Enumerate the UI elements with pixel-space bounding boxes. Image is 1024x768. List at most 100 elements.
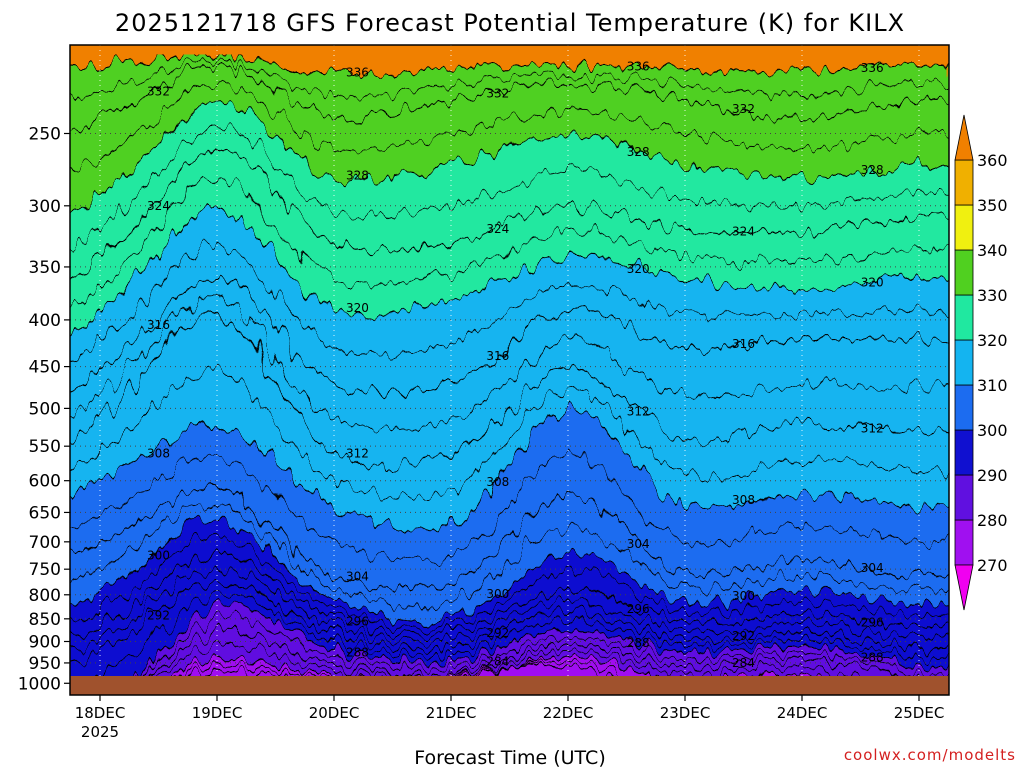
credit-label: coolwx.com/modelts [844,746,1016,764]
contour-label-320: 320 [346,301,369,315]
contour-label-284: 284 [732,656,755,670]
contour-label-336: 336 [627,60,650,74]
isentrope-line-298 [70,535,949,628]
contour-label-284: 284 [486,655,509,669]
contour-label-336: 336 [346,66,369,80]
colorbar-segment-340 [954,204,974,251]
isentrope-line-294 [70,566,949,652]
y-tick-label-1000: 1000 [18,674,61,694]
isentrope-line-334 [70,59,949,100]
isentrope-line-288 [116,602,949,695]
contour-label-332: 332 [147,85,170,99]
contour-label-332: 332 [486,87,509,101]
contour-label-308: 308 [486,475,509,489]
y-tick-label-950: 950 [29,654,61,674]
isentrope-line-300 [70,517,949,622]
colorbar-segment-310 [954,339,974,386]
chart-title: 2025121718 GFS Forecast Potential Temper… [115,9,905,37]
colorbar-segment-280 [954,474,974,521]
contour-label-296: 296 [861,616,884,630]
isentrope-line-292 [70,579,949,664]
colorbar-label-360: 360 [977,151,1008,170]
x-tick-sublabel-18DEC: 2025 [81,723,119,741]
contour-label-312: 312 [861,422,884,436]
isentrope-line-328 [70,99,949,213]
isentrope-line-316 [70,277,949,395]
contour-label-316: 316 [147,318,170,332]
x-tick-label-24DEC: 24DEC [777,704,828,722]
contour-label-328: 328 [627,145,650,159]
isentrope-line-324 [70,148,949,279]
isentrope-line-320 [70,205,949,333]
contour-label-312: 312 [346,446,369,460]
colorbar-label-290: 290 [977,466,1008,485]
x-tick-label-22DEC: 22DEC [543,704,594,722]
contour-label-304: 304 [861,561,884,575]
x-tick-label-23DEC: 23DEC [660,704,711,722]
isentrope-line-296 [70,552,949,640]
plot-area: 284 284 288 288 288 292 292 292 296 296 296 300 300 3… [70,45,949,695]
contour-labels: 284 284 288 288 288 292 292 292 296 296 296 300 300 3… [147,60,884,670]
colorbar-label-320: 320 [977,331,1008,350]
isentrope-line-286 [118,617,949,695]
contour-label-316: 316 [732,337,755,351]
contour-label-328: 328 [346,169,369,183]
contour-label-308: 308 [732,493,755,507]
contour-label-312: 312 [627,405,650,419]
y-tick-label-400: 400 [29,311,61,331]
contour-label-332: 332 [732,102,755,116]
y-axis: 2503003504004505005506006507007508008509… [18,124,70,694]
y-tick-label-350: 350 [29,258,61,278]
isentrope-line-310 [70,370,949,499]
y-tick-label-300: 300 [29,197,61,217]
contour-label-320: 320 [861,276,884,290]
colorbar-segment-320 [954,294,974,341]
colorbar-label-280: 280 [977,511,1008,530]
contour-label-288: 288 [861,651,884,665]
colorbar-bottom-arrow [954,564,974,611]
colorbar-top-arrow [954,114,974,161]
x-tick-label-20DEC: 20DEC [309,704,360,722]
isentrope-line-314 [70,293,949,432]
y-tick-label-650: 650 [29,503,61,523]
x-tick-label-19DEC: 19DEC [192,704,243,722]
x-tick-label-21DEC: 21DEC [426,704,477,722]
contour-label-328: 328 [861,163,884,177]
x-tick-label-18DEC: 18DEC [75,704,126,722]
y-tick-label-900: 900 [29,632,61,652]
isentrope-line-318 [70,243,949,360]
colorbar-label-330: 330 [977,286,1008,305]
isentrope-line-336 [70,54,949,75]
contour-label-320: 320 [627,262,650,276]
contour-label-324: 324 [147,199,170,213]
isentrope-line-308 [70,407,949,530]
colorbar-label-340: 340 [977,241,1008,260]
y-tick-label-450: 450 [29,358,61,378]
colorbar-label-350: 350 [977,196,1008,215]
y-tick-label-500: 500 [29,399,61,419]
isentrope-line-290 [74,591,949,695]
x-axis-label: Forecast Time (UTC) [414,747,605,768]
contour-label-304: 304 [627,537,650,551]
grid-lines [70,45,949,695]
colorbar-segment-300 [954,384,974,431]
isentrope-line-302 [70,502,949,607]
contour-label-316: 316 [486,349,509,363]
contour-label-296: 296 [627,602,650,616]
isentrope-line-312 [70,309,949,467]
x-tick-label-25DEC: 25DEC [894,704,945,722]
isentrope-line-332 [70,63,949,130]
contour-label-324: 324 [732,224,755,238]
y-tick-label-550: 550 [29,437,61,457]
y-tick-label-800: 800 [29,586,61,606]
colorbar-label-300: 300 [977,421,1008,440]
contour-label-300: 300 [147,549,170,563]
contour-label-292: 292 [732,629,755,643]
contour-label-324: 324 [486,222,509,236]
contour-label-292: 292 [486,626,509,640]
colorbar-segment-270 [954,519,974,566]
contour-label-300: 300 [486,587,509,601]
y-tick-label-700: 700 [29,533,61,553]
